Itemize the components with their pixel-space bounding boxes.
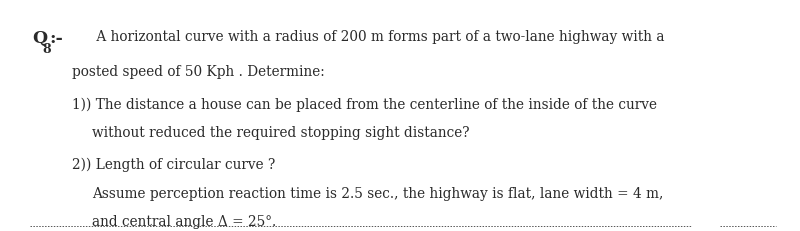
Text: posted speed of 50 Kph . Determine:: posted speed of 50 Kph . Determine: [72, 65, 325, 79]
Text: 1)) The distance a house can be placed from the centerline of the inside of the : 1)) The distance a house can be placed f… [72, 97, 657, 111]
Text: A horizontal curve with a radius of 200 m forms part of a two-lane highway with : A horizontal curve with a radius of 200 … [92, 30, 665, 44]
Text: and central angle Δ = 25°.: and central angle Δ = 25°. [92, 214, 276, 228]
Text: Assume perception reaction time is 2.5 sec., the highway is flat, lane width = 4: Assume perception reaction time is 2.5 s… [92, 186, 663, 200]
Text: :-: :- [50, 30, 63, 47]
Text: 8: 8 [42, 43, 51, 56]
Text: without reduced the required stopping sight distance?: without reduced the required stopping si… [92, 126, 470, 140]
Text: 2)) Length of circular curve ?: 2)) Length of circular curve ? [72, 157, 275, 171]
Text: Q: Q [32, 30, 47, 47]
